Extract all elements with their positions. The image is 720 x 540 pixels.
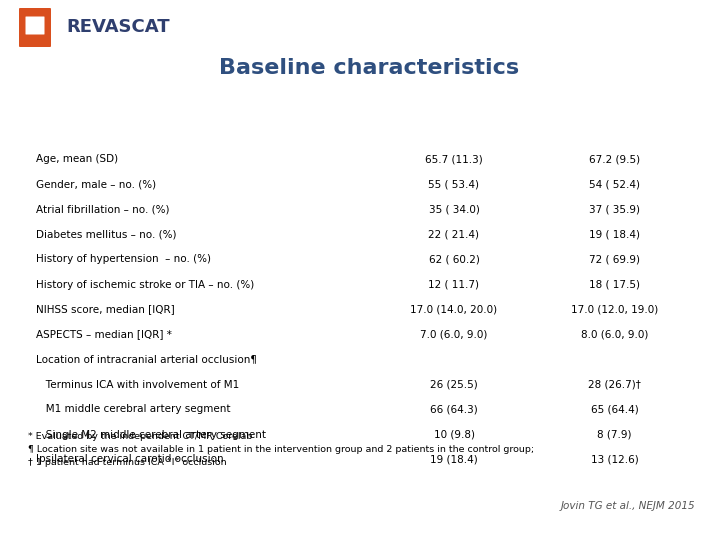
- Text: Location of intracranial arterial occlusion¶: Location of intracranial arterial occlus…: [36, 354, 257, 364]
- Text: 54 ( 52.4): 54 ( 52.4): [589, 179, 640, 190]
- Text: Terminus ICA with involvement of M1: Terminus ICA with involvement of M1: [36, 380, 239, 389]
- Text: 19 ( 18.4): 19 ( 18.4): [589, 230, 640, 240]
- Text: 37 ( 35.9): 37 ( 35.9): [589, 205, 640, 214]
- Text: History of hypertension  – no. (%): History of hypertension – no. (%): [36, 254, 211, 265]
- Text: AAN, 2015 Washington DC: AAN, 2015 Washington DC: [18, 523, 183, 533]
- Text: Baseline characteristics: Baseline characteristics: [219, 58, 519, 78]
- Text: Age, mean (SD): Age, mean (SD): [36, 154, 118, 165]
- Text: 66 (64.3): 66 (64.3): [430, 404, 478, 415]
- Text: 26 (25.5): 26 (25.5): [430, 380, 478, 389]
- Text: Control
(n=103): Control (n=103): [588, 107, 642, 135]
- FancyBboxPatch shape: [19, 8, 51, 47]
- Text: Ipsilateral cervical carotid occlusion: Ipsilateral cervical carotid occlusion: [36, 455, 224, 464]
- Text: 65.7 (11.3): 65.7 (11.3): [425, 154, 483, 165]
- Text: 62 ( 60.2): 62 ( 60.2): [428, 254, 480, 265]
- Text: 55 ( 53.4): 55 ( 53.4): [428, 179, 480, 190]
- Text: 8 (7.9): 8 (7.9): [598, 429, 631, 440]
- Text: Single M2 middle cerebral artery segment: Single M2 middle cerebral artery segment: [36, 429, 266, 440]
- Text: 72 ( 69.9): 72 ( 69.9): [589, 254, 640, 265]
- Text: 18 ( 17.5): 18 ( 17.5): [589, 280, 640, 289]
- Text: * Evaluated by the independent CT/MR Corelab
¶ Location site was not available i: * Evaluated by the independent CT/MR Cor…: [28, 432, 534, 468]
- Text: 17.0 (12.0, 19.0): 17.0 (12.0, 19.0): [571, 305, 658, 314]
- Text: Gender, male – no. (%): Gender, male – no. (%): [36, 179, 156, 190]
- Text: 35 ( 34.0): 35 ( 34.0): [428, 205, 480, 214]
- Text: ASPECTS – median [IQR] *: ASPECTS – median [IQR] *: [36, 329, 172, 340]
- Text: 65 (64.4): 65 (64.4): [590, 404, 639, 415]
- Text: 7.0 (6.0, 9.0): 7.0 (6.0, 9.0): [420, 329, 487, 340]
- Text: 12: 12: [693, 523, 708, 533]
- Text: 28 (26.7)†: 28 (26.7)†: [588, 380, 641, 389]
- Text: 13 (12.6): 13 (12.6): [590, 455, 639, 464]
- Text: REVASCAT: REVASCAT: [66, 18, 170, 37]
- Text: NIHSS score, median [IQR]: NIHSS score, median [IQR]: [36, 305, 175, 314]
- Text: M1 middle cerebral artery segment: M1 middle cerebral artery segment: [36, 404, 230, 415]
- Text: Atrial fibrillation – no. (%): Atrial fibrillation – no. (%): [36, 205, 169, 214]
- Text: 67.2 (9.5): 67.2 (9.5): [589, 154, 640, 165]
- Text: Variable: Variable: [36, 114, 91, 127]
- FancyBboxPatch shape: [25, 17, 45, 35]
- Text: 12 ( 11.7): 12 ( 11.7): [428, 280, 480, 289]
- Text: Diabetes mellitus – no. (%): Diabetes mellitus – no. (%): [36, 230, 176, 240]
- Text: 22 ( 21.4): 22 ( 21.4): [428, 230, 480, 240]
- Text: 17.0 (14.0, 20.0): 17.0 (14.0, 20.0): [410, 305, 498, 314]
- Text: 8.0 (6.0, 9.0): 8.0 (6.0, 9.0): [581, 329, 648, 340]
- Text: Jovin TG et al., NEJM 2015: Jovin TG et al., NEJM 2015: [560, 501, 695, 511]
- Text: Thrombectomy
(n=103): Thrombectomy (n=103): [405, 107, 503, 135]
- Text: History of ischemic stroke or TIA – no. (%): History of ischemic stroke or TIA – no. …: [36, 280, 254, 289]
- Text: 10 (9.8): 10 (9.8): [433, 429, 474, 440]
- Text: 19 (18.4): 19 (18.4): [430, 455, 478, 464]
